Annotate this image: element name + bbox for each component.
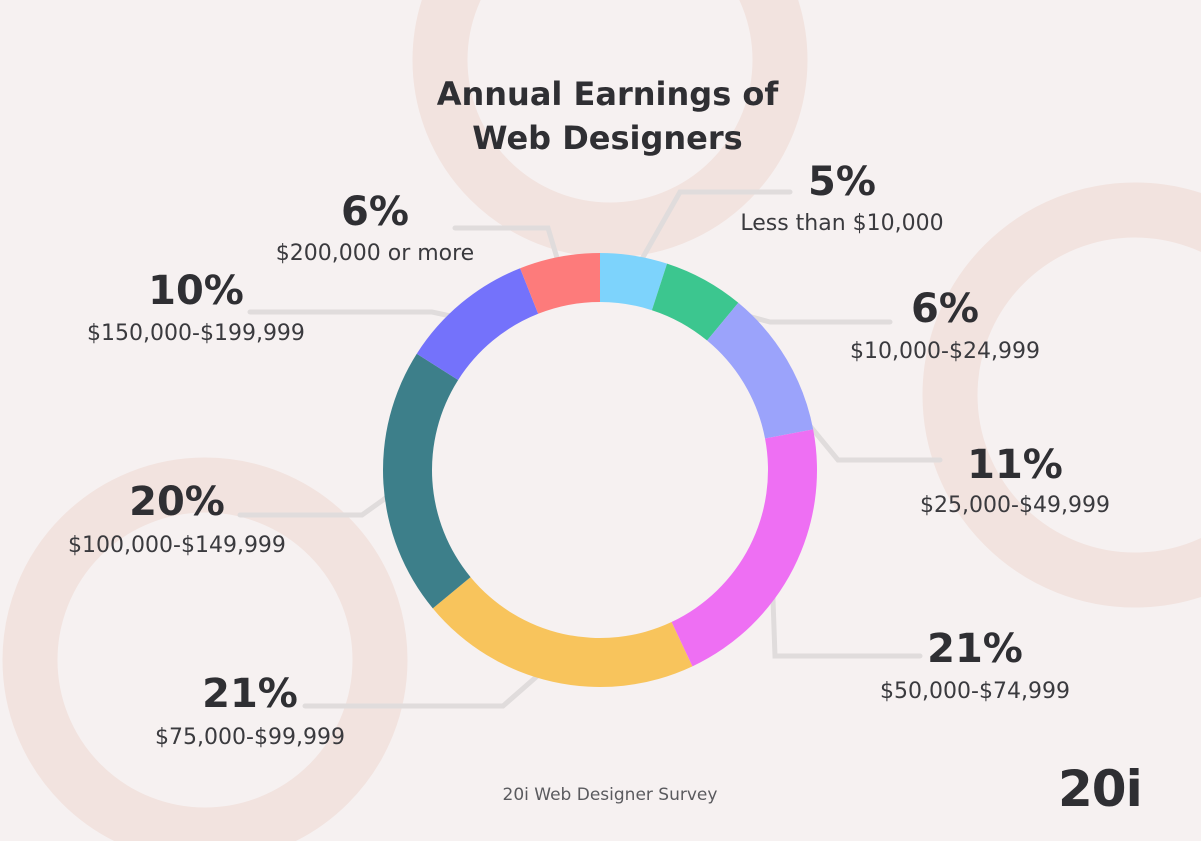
donut-slice (520, 253, 600, 314)
chart-title-line-1: Annual Earnings of (436, 75, 779, 113)
chart-title-line-2: Web Designers (472, 119, 743, 157)
leader-line (769, 554, 923, 659)
donut-slice (671, 429, 817, 667)
leader-line (627, 189, 793, 283)
leader-line (237, 479, 411, 518)
source-note: 20i Web Designer Survey (502, 785, 718, 805)
slice-percent-label: 21% (927, 626, 1023, 672)
donut-slice (651, 263, 739, 341)
slice-percent-label: 20% (129, 479, 225, 525)
slice-range-label: $10,000-$24,999 (850, 339, 1040, 364)
slice-percent-label: 21% (202, 671, 298, 717)
slice-percent-label: 11% (967, 442, 1063, 488)
donut-slice (432, 577, 693, 687)
slice-range-label: $25,000-$49,999 (920, 493, 1110, 518)
slice-range-label: $50,000-$74,999 (880, 679, 1070, 704)
slice-range-label: $150,000-$199,999 (87, 321, 305, 346)
slice-range-label: Less than $10,000 (740, 211, 943, 236)
slice-range-label: $200,000 or more (276, 241, 474, 266)
slice-range-label: $100,000-$149,999 (68, 533, 286, 558)
slice-percent-label: 6% (341, 189, 409, 235)
slice-range-label: $75,000-$99,999 (155, 725, 345, 750)
slice-percent-label: 6% (911, 286, 979, 332)
donut-slice (382, 353, 471, 609)
slice-percent-label: 5% (808, 159, 876, 205)
chart-title: Annual Earnings of Web Designers (380, 72, 835, 160)
donut-slice (600, 253, 668, 311)
slice-percent-label: 10% (148, 268, 244, 314)
brand-logo: 20i (1058, 760, 1143, 818)
donut-slice (416, 268, 539, 380)
donut-slice (707, 302, 814, 439)
